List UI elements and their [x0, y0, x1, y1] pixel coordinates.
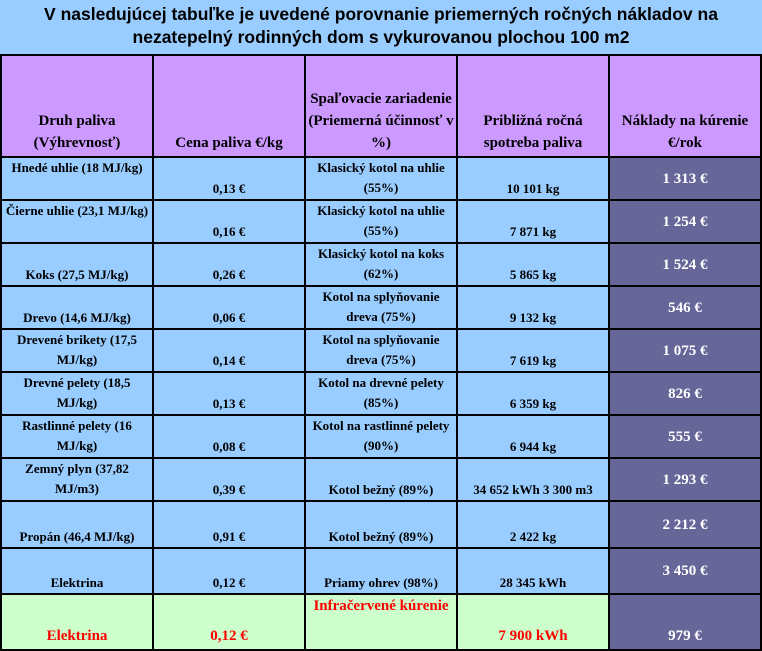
table-header-row: Druh paliva (Výhrevnosť) Cena paliva €/k…	[2, 56, 760, 156]
consumption-cell: 5 865 kg	[458, 244, 608, 285]
cost-cell: 1 293 €	[610, 459, 760, 500]
device-cell: Kotol bežný (89%)	[306, 502, 456, 547]
device-cell: Kotol na splyňovanie dreva (75%)	[306, 330, 456, 371]
highlight-price-cell: 0,12 €	[154, 595, 304, 649]
header-consumption: Približná ročná spotreba paliva	[458, 56, 608, 156]
price-cell: 0,14 €	[154, 330, 304, 371]
highlight-row: Elektrina 0,12 € Infračervené kúrenie 7 …	[2, 595, 760, 649]
consumption-cell: 28 345 kWh	[458, 549, 608, 593]
cost-cell: 546 €	[610, 287, 760, 328]
consumption-cell: 6 359 kg	[458, 373, 608, 414]
cost-cell: 826 €	[610, 373, 760, 414]
fuel-cell: Čierne uhlie (23,1 MJ/kg)	[2, 201, 152, 242]
header-fuel-type: Druh paliva (Výhrevnosť)	[2, 56, 152, 156]
header-device: Spaľovacie zariadenie (Priemerná účinnos…	[306, 56, 456, 156]
price-cell: 0,08 €	[154, 416, 304, 457]
fuel-cell: Drevené brikety (17,5 MJ/kg)	[2, 330, 152, 371]
device-cell: Klasický kotol na uhlie (55%)	[306, 158, 456, 199]
table-row: Drevené brikety (17,5 MJ/kg) 0,14 € Koto…	[2, 330, 760, 371]
cost-cell: 1 075 €	[610, 330, 760, 371]
price-cell: 0,13 €	[154, 158, 304, 199]
price-cell: 0,39 €	[154, 459, 304, 500]
fuel-cell: Hnedé uhlie (18 MJ/kg)	[2, 158, 152, 199]
fuel-cell: Zemný plyn (37,82 MJ/m3)	[2, 459, 152, 500]
consumption-cell: 2 422 kg	[458, 502, 608, 547]
consumption-cell: 10 101 kg	[458, 158, 608, 199]
consumption-cell: 7 871 kg	[458, 201, 608, 242]
highlight-fuel-cell: Elektrina	[2, 595, 152, 649]
table-row: Drevné pelety (18,5 MJ/kg) 0,13 € Kotol …	[2, 373, 760, 414]
consumption-cell: 7 619 kg	[458, 330, 608, 371]
table-row: Koks (27,5 MJ/kg) 0,26 € Klasický kotol …	[2, 244, 760, 285]
consumption-cell: 6 944 kg	[458, 416, 608, 457]
table-row: Propán (46,4 MJ/kg) 0,91 € Kotol bežný (…	[2, 502, 760, 547]
device-cell: Kotol na drevné pelety (85%)	[306, 373, 456, 414]
heating-cost-table: Druh paliva (Výhrevnosť) Cena paliva €/k…	[0, 54, 762, 651]
highlight-consumption-cell: 7 900 kWh	[458, 595, 608, 649]
consumption-cell: 34 652 kWh 3 300 m3	[458, 459, 608, 500]
price-cell: 0,06 €	[154, 287, 304, 328]
table-row: Zemný plyn (37,82 MJ/m3) 0,39 € Kotol be…	[2, 459, 760, 500]
fuel-cell: Propán (46,4 MJ/kg)	[2, 502, 152, 547]
highlight-device-cell: Infračervené kúrenie	[306, 595, 456, 649]
table-row: Elektrina 0,12 € Priamy ohrev (98%) 28 3…	[2, 549, 760, 593]
fuel-cell: Rastlinné pelety (16 MJ/kg)	[2, 416, 152, 457]
table-row: Hnedé uhlie (18 MJ/kg) 0,13 € Klasický k…	[2, 158, 760, 199]
fuel-cell: Elektrina	[2, 549, 152, 593]
table-row: Čierne uhlie (23,1 MJ/kg) 0,16 € Klasick…	[2, 201, 760, 242]
device-cell: Kotol na rastlinné pelety (90%)	[306, 416, 456, 457]
document-title: V nasledujúcej tabuľke je uvedené porovn…	[0, 0, 762, 54]
fuel-cell: Drevné pelety (18,5 MJ/kg)	[2, 373, 152, 414]
device-cell: Kotol bežný (89%)	[306, 459, 456, 500]
fuel-cell: Koks (27,5 MJ/kg)	[2, 244, 152, 285]
cost-cell: 555 €	[610, 416, 760, 457]
cost-cell: 1 524 €	[610, 244, 760, 285]
table-row: Drevo (14,6 MJ/kg) 0,06 € Kotol na splyň…	[2, 287, 760, 328]
cost-cell: 1 254 €	[610, 201, 760, 242]
highlight-cost-cell: 979 €	[610, 595, 760, 649]
header-fuel-price: Cena paliva €/kg	[154, 56, 304, 156]
price-cell: 0,91 €	[154, 502, 304, 547]
device-cell: Klasický kotol na uhlie (55%)	[306, 201, 456, 242]
price-cell: 0,13 €	[154, 373, 304, 414]
device-cell: Klasický kotol na koks (62%)	[306, 244, 456, 285]
price-cell: 0,12 €	[154, 549, 304, 593]
fuel-cell: Drevo (14,6 MJ/kg)	[2, 287, 152, 328]
price-cell: 0,16 €	[154, 201, 304, 242]
table-row: Rastlinné pelety (16 MJ/kg) 0,08 € Kotol…	[2, 416, 760, 457]
device-cell: Priamy ohrev (98%)	[306, 549, 456, 593]
cost-cell: 2 212 €	[610, 502, 760, 547]
price-cell: 0,26 €	[154, 244, 304, 285]
consumption-cell: 9 132 kg	[458, 287, 608, 328]
header-cost: Náklady na kúrenie €/rok	[610, 56, 760, 156]
cost-cell: 3 450 €	[610, 549, 760, 593]
cost-cell: 1 313 €	[610, 158, 760, 199]
device-cell: Kotol na splyňovanie dreva (75%)	[306, 287, 456, 328]
